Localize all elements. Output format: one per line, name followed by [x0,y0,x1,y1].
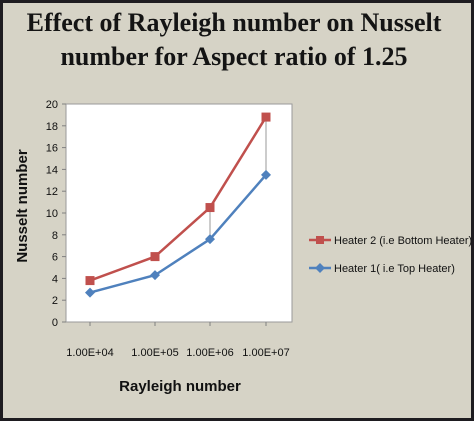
y-tick-label: 4 [52,273,58,285]
legend-label: Heater 1( i.e Top Heater) [334,263,455,275]
y-tick-label: 16 [46,143,58,155]
x-tick-label: 1.00E+04 [66,347,113,359]
series-line-1 [89,116,268,282]
legend-label: Heater 2 (i.e Bottom Heater) [334,235,472,247]
data-point-diamond [150,270,160,281]
x-tick-label: 1.00E+05 [131,347,178,359]
series-line-2 [89,174,267,294]
x-tick-label: 1.00E+07 [242,347,289,359]
x-tick-label: 1.00E+06 [186,347,233,359]
y-tick-label: 8 [52,230,58,242]
x-axis-ticks: 1.00E+04 1.00E+05 1.00E+06 1.00E+07 [66,322,290,359]
data-point-square [85,276,95,286]
legend-marker-square [316,236,324,244]
y-axis-ticks: 0 2 4 6 8 10 12 14 16 18 20 [46,99,66,329]
y-tick-label: 2 [52,295,58,307]
y-tick-label: 14 [46,164,58,176]
plot-area [65,103,293,323]
data-point-diamond [85,287,95,298]
x-axis-title: Rayleigh number [119,378,241,395]
y-tick-label: 20 [46,99,58,111]
y-tick-label: 18 [46,121,58,133]
series-group [85,112,271,298]
y-tick-label: 6 [52,252,58,264]
y-tick-label: 12 [46,186,58,198]
data-point-diamond [205,234,215,245]
data-point-square [150,252,160,262]
legend: Heater 2 (i.e Bottom Heater) Heater 1( i.… [309,235,472,275]
legend-marker-diamond [315,263,325,273]
data-point-square [261,112,271,122]
chart-title: Effect of Rayleigh number on Nusselt num… [26,8,442,71]
y-tick-label: 10 [46,208,58,220]
data-point-diamond [261,169,271,180]
y-tick-label: 0 [52,317,58,329]
data-point-square [205,203,215,213]
y-axis-title: Nusselt number [14,149,31,263]
